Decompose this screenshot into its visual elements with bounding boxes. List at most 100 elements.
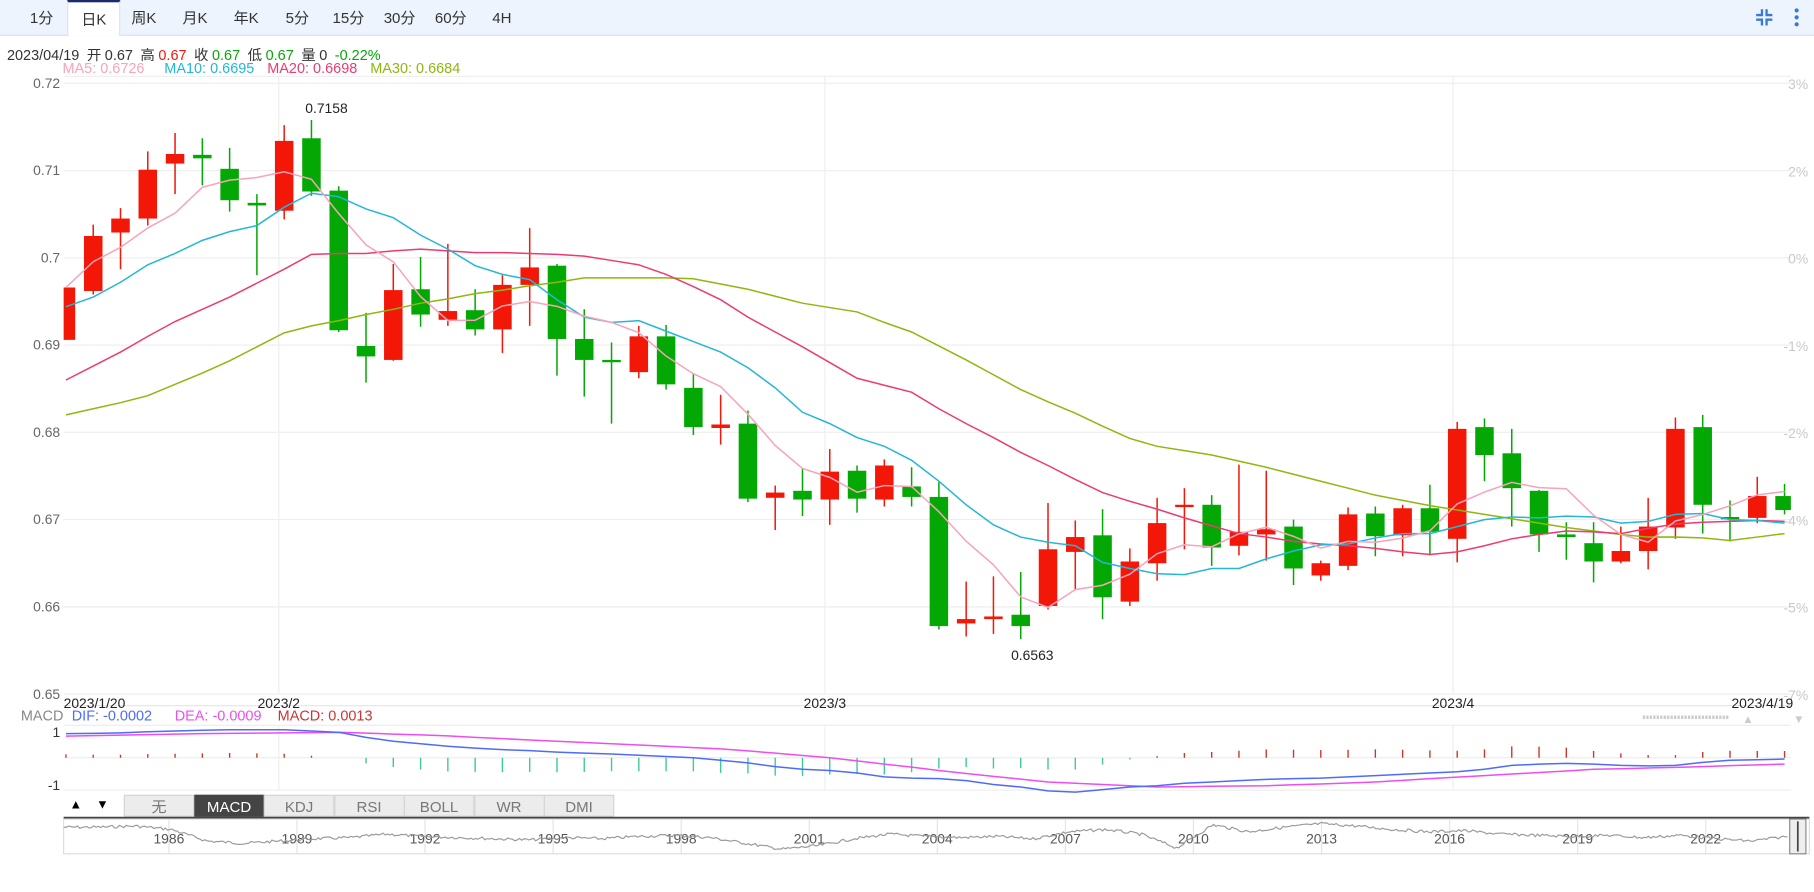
indicator-tab[interactable]: DMI <box>543 794 615 817</box>
ma5-legend: MA5: 0.6726 <box>62 60 145 77</box>
period-tab[interactable]: 30分 <box>383 9 416 27</box>
candle-down[interactable] <box>602 359 621 363</box>
candle-up[interactable] <box>1748 496 1767 518</box>
candle-up[interactable] <box>1447 428 1467 539</box>
candle-up[interactable] <box>1311 563 1331 576</box>
candle-up[interactable] <box>1666 428 1685 528</box>
candle-down[interactable] <box>1366 513 1385 537</box>
candle-down[interactable] <box>847 470 867 499</box>
candle-down[interactable] <box>356 345 376 357</box>
scroll-left-arrow[interactable]: ▲ <box>1742 714 1753 726</box>
candle-down[interactable] <box>656 336 676 385</box>
candle-down[interactable] <box>547 265 567 339</box>
candle-up[interactable] <box>875 465 894 500</box>
compress-icon[interactable] <box>1754 7 1775 34</box>
candle-up[interactable] <box>629 336 649 373</box>
period-tab[interactable]: 周K <box>131 9 157 27</box>
candle-down[interactable] <box>1584 543 1603 562</box>
indicator-tab[interactable]: BOLL <box>403 794 475 817</box>
period-tab[interactable]: 15分 <box>332 9 365 27</box>
candle-up[interactable] <box>820 471 840 500</box>
candle-up[interactable] <box>1175 504 1194 508</box>
candle-down[interactable] <box>302 138 321 192</box>
candle-down[interactable] <box>1093 535 1112 598</box>
candle-down[interactable] <box>1475 427 1494 456</box>
candle-down[interactable] <box>929 496 949 627</box>
period-tab[interactable]: 60分 <box>434 9 467 27</box>
candle-up[interactable] <box>956 619 976 624</box>
candle-up[interactable] <box>57 287 76 340</box>
range-navigator[interactable]: 1986 1989 1992 1995 1998 2001 2004 2007 2010 2013… <box>0 816 1814 859</box>
macd-chart[interactable]: 1 -1 <box>0 724 1814 793</box>
candle-up[interactable] <box>520 267 539 285</box>
navigator-year-label: 1998 <box>666 830 697 846</box>
candle-up[interactable] <box>1038 549 1058 606</box>
more-vertical-icon[interactable] <box>1793 7 1800 34</box>
candle-up[interactable] <box>274 140 294 211</box>
candle-up[interactable] <box>165 153 185 164</box>
percent-tick-label: -5% <box>1784 600 1809 616</box>
candle-down[interactable] <box>247 202 267 206</box>
candle-down[interactable] <box>1529 490 1549 535</box>
candle-down[interactable] <box>738 423 758 499</box>
candle-down[interactable] <box>193 154 212 159</box>
period-tab[interactable]: 1分 <box>29 9 54 27</box>
date-axis-label: 2023/4/19 <box>1731 695 1793 711</box>
candle-up[interactable] <box>1147 523 1167 564</box>
scroll-right-arrow[interactable]: ▼ <box>1793 714 1804 726</box>
candle-down[interactable] <box>1775 496 1794 511</box>
candle-up[interactable] <box>1393 508 1412 536</box>
ma30-line <box>65 277 1785 542</box>
scroll-down-button[interactable]: ▼ <box>90 794 115 817</box>
candle-down[interactable] <box>1720 516 1740 520</box>
period-tab[interactable]: 日K <box>67 0 121 36</box>
candle-down[interactable] <box>329 190 348 331</box>
candle-down[interactable] <box>220 168 239 201</box>
candle-down[interactable] <box>1284 526 1303 569</box>
candle-up[interactable] <box>111 218 130 233</box>
navigator-year-label: 1992 <box>410 830 441 846</box>
candle-up[interactable] <box>1256 529 1276 535</box>
navigator-year-label: 2007 <box>1050 830 1081 846</box>
candle-down[interactable] <box>1420 508 1440 532</box>
ma5-line <box>65 171 1785 609</box>
navigator-year-label: 2016 <box>1434 830 1465 846</box>
candle-up[interactable] <box>765 492 785 498</box>
candle-up[interactable] <box>1611 551 1631 562</box>
candle-up[interactable] <box>384 290 403 360</box>
candle-up[interactable] <box>438 311 458 320</box>
candle-down[interactable] <box>902 486 921 497</box>
period-tab[interactable]: 4H <box>492 9 512 27</box>
candle-up[interactable] <box>1338 514 1358 566</box>
candle-down[interactable] <box>793 490 812 500</box>
price-tick-label: 0.68 <box>33 424 60 440</box>
candle-up[interactable] <box>83 236 103 291</box>
candle-down[interactable] <box>574 338 594 360</box>
dif-line <box>65 729 1785 793</box>
candle-down[interactable] <box>411 289 430 315</box>
indicator-tab[interactable]: WR <box>473 794 545 817</box>
scroll-up-button[interactable]: ▲ <box>63 794 88 817</box>
candle-up[interactable] <box>138 169 158 219</box>
indicator-tab[interactable]: RSI <box>333 794 405 817</box>
candle-down[interactable] <box>1011 614 1030 627</box>
candle-up[interactable] <box>711 424 730 428</box>
indicator-tab[interactable]: KDJ <box>263 794 335 817</box>
candle-up[interactable] <box>1638 526 1658 552</box>
period-tab[interactable]: 月K <box>182 9 208 27</box>
candle-up[interactable] <box>984 616 1003 620</box>
period-tab[interactable]: 5分 <box>285 9 310 27</box>
candle-down[interactable] <box>1557 534 1576 538</box>
price-tick-label: 0.65 <box>33 686 60 702</box>
indicator-tab[interactable]: 无 <box>123 794 195 817</box>
price-chart[interactable]: 0.72 0.71 0.7 0.69 0.68 0.67 0.66 0.65 3% 2% 0% -1%… <box>0 0 1814 729</box>
date-axis-label: 2023/2 <box>258 695 301 711</box>
navigator-history-line <box>63 821 1788 850</box>
indicator-tab[interactable]: MACD <box>193 794 265 817</box>
candle-down[interactable] <box>1693 427 1712 505</box>
macd-tick-label: 1 <box>52 724 60 740</box>
candle-down[interactable] <box>1502 453 1522 489</box>
candle-up[interactable] <box>493 284 512 330</box>
period-tab[interactable]: 年K <box>233 9 259 27</box>
candle-down[interactable] <box>684 387 703 428</box>
